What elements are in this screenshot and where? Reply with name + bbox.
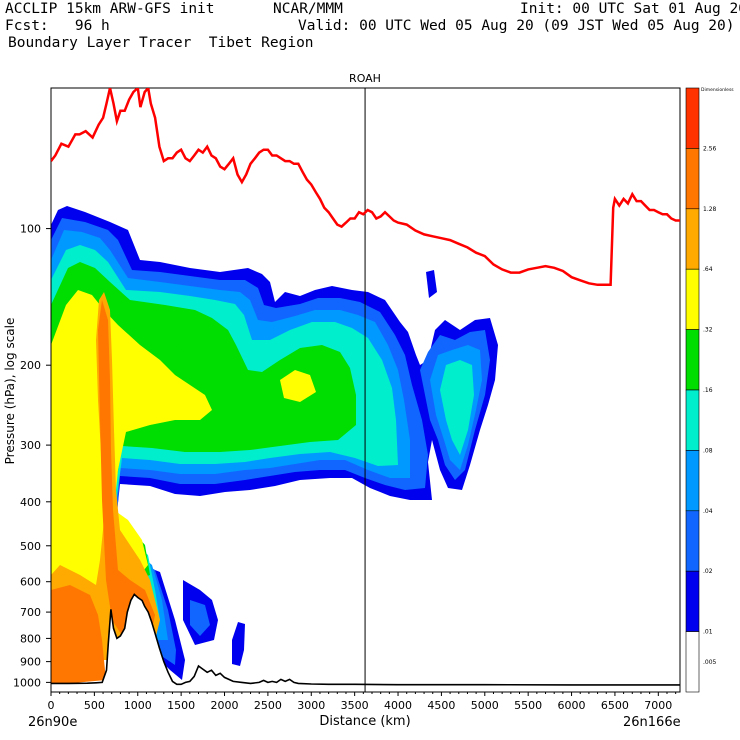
x-tick-label: 1500 [167,699,195,712]
contour-fill-0.32-b [280,370,316,402]
colorbar-level-label: .02 [703,568,713,575]
x-tick-label: 2000 [211,699,239,712]
contour-fill-0.02-c [190,600,210,636]
tracer-shading [51,206,498,685]
header-fcst: Fcst: 96 h [5,18,110,34]
contour-fill-1.28 [51,585,106,685]
colorbar-swatch [685,87,700,149]
x-tick-label: 0 [48,699,55,712]
left-endpoint-label: 26n90e [28,715,77,730]
colorbar-level-label: .16 [703,387,713,394]
x-tick-label: 4000 [384,699,412,712]
x-tick-label: 1000 [124,699,152,712]
terrain-mask [51,594,680,692]
chart-title: ROAH [349,72,381,85]
x-tick-label: 3500 [341,699,369,712]
header-product: Boundary Layer Tracer Tibet Region [8,35,314,51]
y-tick-label: 800 [20,632,41,645]
colorbar-swatch [685,268,700,330]
header-org: NCAR/MMM [273,1,343,17]
y-tick-label: 400 [20,496,41,509]
y-tick-label: 300 [20,439,41,452]
colorbar-level-label: .005 [703,659,717,666]
colorbar-swatch [685,450,700,512]
terrain-line [51,593,680,686]
colorbar-swatch [685,208,700,270]
y-tick-label: 700 [20,606,41,619]
colorbar-swatch [685,570,700,632]
colorbar-swatch [685,148,700,210]
colorbar-swatch [685,329,700,391]
y-tick-label: 900 [20,656,41,669]
contour-fill-1.28-b [98,300,155,640]
x-tick-label: 5500 [514,699,542,712]
contour-fill-0.01-d [426,270,437,298]
colorbar-level-label: .01 [703,629,713,636]
tropopause-line [51,88,680,287]
y-tick-label: 600 [20,576,41,589]
x-axis-ticks: 0 500 1000 1500 2000 2500 3000 3500 4000 4500 5000… [48,692,677,712]
x-tick-label: 6500 [601,699,629,712]
header-model: ACCLIP 15km ARW-GFS init [5,1,215,17]
x-tick-label: 6000 [558,699,586,712]
x-axis-label: Distance (km) [319,714,410,729]
y-tick-label: 500 [20,540,41,553]
colorbar-level-label: 2.56 [703,145,717,152]
y-axis-label: Pressure (hPa), log scale [3,318,17,465]
right-endpoint-label: 26n166e [623,715,681,730]
y-tick-label: 100 [20,223,41,236]
x-tick-label: 7000 [644,699,672,712]
colorbar-swatch [685,631,700,693]
y-tick-label: 1000 [13,676,41,689]
colorbar-level-label: .32 [703,327,713,334]
header-valid: Valid: 00 UTC Wed 05 Aug 20 (09 JST Wed … [298,18,735,34]
contour-fill-0.32 [51,290,212,590]
y-axis-ticks: 100 200 300 400 500 600 700 800 900 1000 [13,223,51,689]
colorbar-level-label: .64 [703,266,713,273]
colorbar: Dimensionless 2.56 1.28 .64 .32 .16 .08 .04 .02.… [685,87,734,693]
y-tick-label: 200 [20,359,41,372]
colorbar-swatch [685,510,700,572]
colorbar-swatch [685,389,700,451]
header-init: Init: 00 UTC Sat 01 Aug 20 [520,1,740,17]
contour-fill-0.01-c [232,622,245,666]
contour-fill-0.08-b [440,360,474,455]
colorbar-title: Dimensionless [701,87,734,93]
colorbar-level-label: .04 [703,508,713,515]
colorbar-level-label: 1.28 [703,206,717,213]
x-tick-label: 5000 [471,699,499,712]
x-tick-label: 3000 [297,699,325,712]
x-tick-label: 500 [84,699,105,712]
x-tick-label: 2500 [254,699,282,712]
colorbar-level-label: .08 [703,447,713,454]
x-tick-label: 4500 [427,699,455,712]
